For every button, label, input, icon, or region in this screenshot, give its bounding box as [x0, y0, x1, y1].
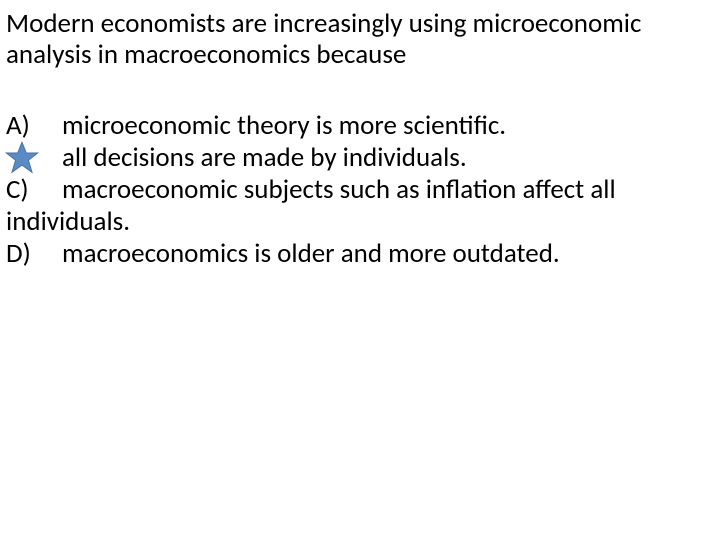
option-c-label: C) [6, 174, 62, 206]
option-d-label: D) [6, 238, 62, 270]
option-c-text: macroeconomic subjects such as inflation… [6, 173, 616, 238]
option-a-text: microeconomic theory is more scientific. [62, 109, 506, 142]
option-a: A)microeconomic theory is more scientifi… [6, 110, 714, 142]
question-stem: Modern economists are increasingly using… [6, 8, 714, 70]
option-b-text: all decisions are made by individuals. [62, 141, 467, 174]
option-c: C)macroeconomic subjects such as inflati… [6, 174, 714, 238]
star-icon [4, 140, 40, 176]
option-a-label: A) [6, 110, 62, 142]
option-d: D)macroeconomics is older and more outda… [6, 238, 714, 270]
option-d-text: macroeconomics is older and more outdate… [62, 237, 560, 270]
option-b: all decisions are made by individuals. [6, 142, 714, 174]
options-block: A)microeconomic theory is more scientifi… [6, 110, 714, 269]
